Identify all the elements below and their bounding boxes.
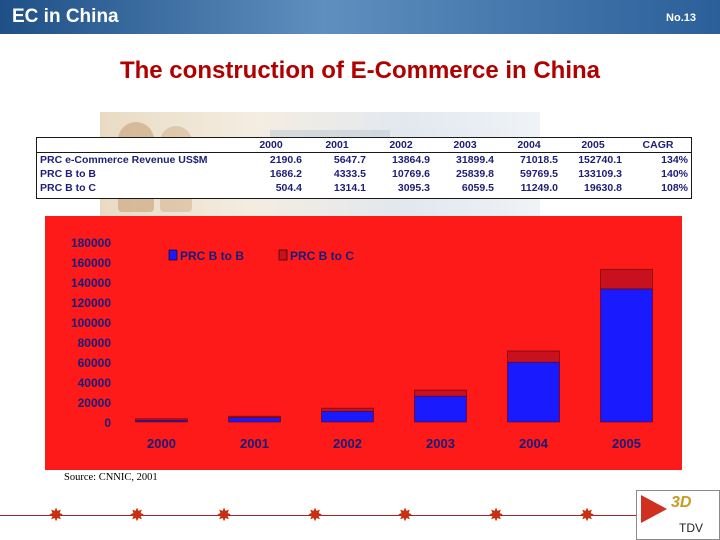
bar-b2b xyxy=(321,410,374,423)
slide-title: The construction of E-Commerce in China xyxy=(119,57,601,84)
bar-b2b xyxy=(600,288,653,423)
table-header-cell: 2005 xyxy=(561,138,625,153)
legend-swatch xyxy=(278,249,288,261)
table-cell: 3095.3 xyxy=(397,182,430,194)
tdv-logo: 3D TDV xyxy=(636,490,720,540)
table-cell: 152740.1 xyxy=(578,154,622,166)
table-header-cell xyxy=(37,138,237,153)
table-cell: 4333.5 xyxy=(333,168,366,180)
table-cell: 5647.7 xyxy=(333,154,366,166)
table-row: PRC B to C 504.4 1314.1 3095.3 6059.5 11… xyxy=(37,181,691,195)
star-ornament-icon: ✸ xyxy=(397,505,413,525)
logo-triangle-icon xyxy=(641,495,667,523)
table-cell: 1686.2 xyxy=(269,168,302,180)
legend-label: PRC B to C xyxy=(290,249,354,263)
x-tick-label: 2004 xyxy=(519,436,549,451)
bar-b2c xyxy=(135,418,188,421)
x-tick-label: 2005 xyxy=(612,436,641,451)
logo-mark: 3D xyxy=(671,494,692,511)
y-tick-label: 100000 xyxy=(71,316,111,330)
y-tick-label: 60000 xyxy=(78,356,112,370)
table-cell: 25839.8 xyxy=(456,168,494,180)
bar-b2c xyxy=(600,268,653,290)
table-cell: PRC B to B xyxy=(40,168,96,180)
table-cell: 140% xyxy=(661,168,688,180)
table-cell: 1314.1 xyxy=(333,182,366,194)
star-ornament-icon: ✸ xyxy=(216,505,232,525)
table-cell: 133109.3 xyxy=(578,168,622,180)
table-cell: 504.4 xyxy=(275,182,302,194)
y-tick-label: 80000 xyxy=(78,336,112,350)
y-tick-label: 0 xyxy=(104,416,111,430)
star-ornament-icon: ✸ xyxy=(48,505,64,525)
x-tick-label: 2002 xyxy=(333,436,362,451)
bar-b2b xyxy=(507,361,560,423)
table-cell: 71018.5 xyxy=(520,154,558,166)
star-ornament-icon: ✸ xyxy=(307,505,323,525)
table-row: PRC e-Commerce Revenue US$M 2190.6 5647.… xyxy=(37,153,691,168)
footer-divider xyxy=(0,515,640,516)
bar-b2b xyxy=(228,417,281,423)
table-cell: 31899.4 xyxy=(456,154,494,166)
table-cell: PRC B to C xyxy=(40,182,96,194)
table-cell: 134% xyxy=(661,154,688,166)
bar-b2b xyxy=(414,395,467,423)
table-cell: 2190.6 xyxy=(269,154,302,166)
table-header-row: 2000 2001 2002 2003 2004 2005 CAGR xyxy=(37,138,691,153)
slide-number: No.13 xyxy=(666,12,696,24)
x-tick-label: 2000 xyxy=(147,436,176,451)
x-tick-label: 2001 xyxy=(240,436,269,451)
bar-b2c xyxy=(321,407,374,412)
table-cell: 6059.5 xyxy=(461,182,494,194)
table-cell: 19630.8 xyxy=(584,182,622,194)
y-tick-label: 180000 xyxy=(71,236,111,250)
header-title: EC in China xyxy=(12,6,119,27)
bar-b2c xyxy=(228,415,281,418)
star-ornament-icon: ✸ xyxy=(579,505,595,525)
table-header-cell: 2000 xyxy=(237,138,305,153)
y-tick-label: 140000 xyxy=(71,276,111,290)
table-cell: 10769.6 xyxy=(392,168,430,180)
table-header-cell: 2002 xyxy=(369,138,433,153)
table-cell: 11249.0 xyxy=(520,182,558,194)
y-tick-label: 40000 xyxy=(78,376,112,390)
table-header-cell: 2004 xyxy=(497,138,561,153)
revenue-table: 2000 2001 2002 2003 2004 2005 CAGR PRC e… xyxy=(36,137,692,199)
bar-b2c xyxy=(414,389,467,397)
chart-panel: 180000 160000 140000 120000 100000 80000 60000… xyxy=(45,216,682,470)
table-header-cell: CAGR xyxy=(625,138,691,153)
y-tick-label: 120000 xyxy=(71,296,111,310)
table-cell: 59769.5 xyxy=(520,168,558,180)
table-row: PRC B to B 1686.2 4333.5 10769.6 25839.8… xyxy=(37,167,691,181)
y-tick-label: 20000 xyxy=(78,396,112,410)
header-bar: EC in China No.13 xyxy=(0,0,720,34)
table-cell: 108% xyxy=(661,182,688,194)
table-header-cell: 2001 xyxy=(305,138,369,153)
legend-label: PRC B to B xyxy=(180,249,244,263)
star-ornament-icon: ✸ xyxy=(129,505,145,525)
star-ornament-icon: ✸ xyxy=(488,505,504,525)
table-cell: PRC e-Commerce Revenue US$M xyxy=(40,154,208,166)
x-tick-label: 2003 xyxy=(426,436,455,451)
legend-swatch xyxy=(168,249,178,261)
source-note: Source: CNNIC, 2001 xyxy=(64,472,158,483)
table-header-cell: 2003 xyxy=(433,138,497,153)
logo-name: TDV xyxy=(679,521,703,535)
bar-b2c xyxy=(507,350,560,363)
y-tick-label: 160000 xyxy=(71,256,111,270)
stacked-bar-chart: 180000 160000 140000 120000 100000 80000 60000… xyxy=(71,236,653,451)
table-cell: 13864.9 xyxy=(392,154,430,166)
